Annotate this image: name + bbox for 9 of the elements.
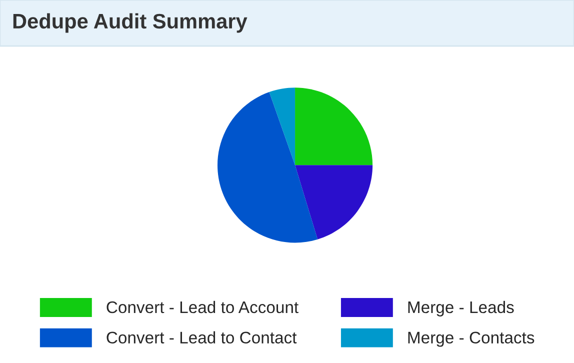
pie-slice	[218, 92, 318, 243]
legend-label: Merge - Leads	[408, 300, 514, 316]
pie-slice	[295, 88, 373, 166]
legend-label: Convert - Lead to Account	[106, 300, 298, 314]
chart-title: Dedupe Audit Summary	[13, 13, 248, 33]
pie-slice	[295, 165, 373, 240]
legend-label: Convert - Lead to Contact	[106, 331, 297, 344]
pie-slice	[269, 88, 296, 166]
legend-label: Merge - Contacts	[408, 332, 534, 347]
